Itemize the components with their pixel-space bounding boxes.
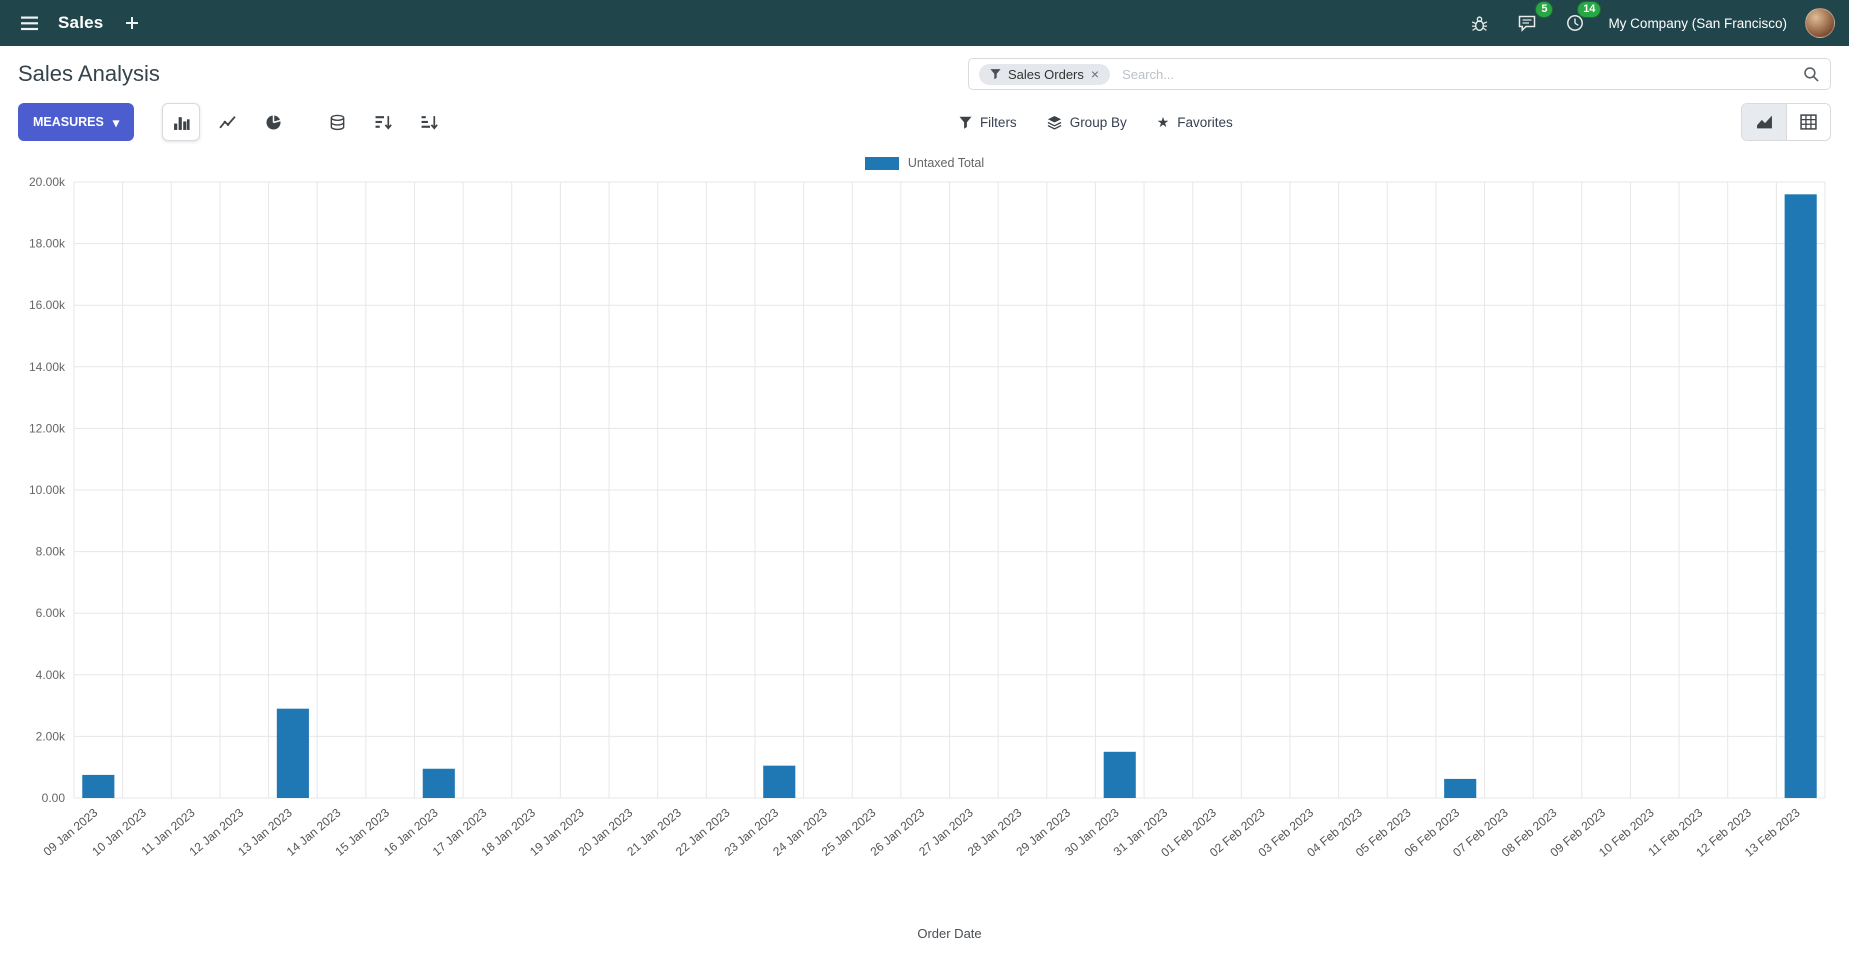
navbar-right: 5 14 My Company (San Francisco) [1464,1,1835,38]
chart-bar[interactable] [1444,778,1477,798]
favorites-button[interactable]: ★ Favorites [1157,115,1233,130]
x-axis-title: Order Date [917,926,981,941]
stacked-database-icon [330,114,344,130]
company-switcher[interactable]: My Company (San Francisco) [1608,15,1787,31]
group-by-layers-icon [1047,115,1062,130]
chat-bubble-icon [1519,15,1536,32]
activities-count-badge: 14 [1577,1,1602,18]
new-window-plus-icon[interactable] [117,8,147,38]
control-panel-row-2: MEASURES ▾ [18,102,1831,142]
debug-bug-icon[interactable] [1464,8,1494,38]
bug-icon [1471,15,1488,31]
y-axis-tick-label: 8.00k [36,545,66,559]
top-navbar: Sales 5 [0,0,1849,46]
sort-descending-button[interactable] [364,103,402,141]
pie-chart-icon [266,114,281,130]
y-axis-tick-label: 2.00k [36,729,66,743]
apps-menu-icon[interactable] [14,8,44,38]
search-options-cluster: Filters Group By ★ Favorites [959,115,1233,130]
filters-funnel-icon [959,116,972,129]
chart-bar[interactable] [1103,751,1136,798]
control-panel-row-1: Sales Analysis Sales Orders × [18,58,1831,90]
messages-button[interactable]: 5 [1512,1,1554,38]
y-axis-tick-label: 6.00k [36,606,66,620]
search-magnifier-icon[interactable] [1803,66,1820,83]
favorites-star-icon: ★ [1156,114,1170,130]
messages-count-badge: 5 [1535,1,1554,18]
y-axis-tick-label: 14.00k [29,360,66,374]
chart-legend: Untaxed Total [16,156,1833,170]
y-axis-tick-label: 18.00k [29,237,66,251]
measures-button[interactable]: MEASURES ▾ [18,103,135,141]
y-axis-tick-label: 4.00k [36,668,66,682]
hamburger-icon [20,16,38,30]
pie-chart-button[interactable] [254,103,292,141]
sort-desc-icon [375,115,392,130]
measures-label: MEASURES [33,115,104,129]
filters-button[interactable]: Filters [959,115,1017,130]
line-chart-button[interactable] [208,103,246,141]
view-switcher [1741,103,1831,141]
chart-bar[interactable] [82,774,115,798]
user-avatar[interactable] [1805,8,1835,38]
filters-label: Filters [979,114,1017,130]
control-panel: Sales Analysis Sales Orders × MEASURES ▾ [0,46,1849,150]
y-axis-tick-label: 10.00k [29,483,66,497]
y-axis-tick-label: 16.00k [29,298,66,312]
group-by-label: Group By [1069,114,1127,130]
filter-funnel-icon [990,69,1001,80]
activities-button[interactable]: 14 [1560,1,1602,38]
bar-chart-icon [173,116,190,130]
app-name[interactable]: Sales [58,13,104,32]
sort-asc-icon [421,115,438,130]
pivot-view-button[interactable] [1786,104,1830,140]
y-axis-tick-label: 0.00 [42,791,66,805]
search-bar[interactable]: Sales Orders × [968,58,1831,90]
legend-label: Untaxed Total [907,156,985,170]
group-by-button[interactable]: Group By [1047,115,1127,130]
facet-remove-icon[interactable]: × [1090,66,1100,82]
line-chart-icon [218,115,236,128]
search-input[interactable] [1120,65,1793,83]
plus-icon [126,17,139,29]
search-facet-label: Sales Orders [1008,66,1084,82]
clock-icon [1567,15,1584,31]
bar-chart-button[interactable] [162,103,201,141]
stacked-toggle-button[interactable] [318,103,356,141]
favorites-label: Favorites [1177,114,1233,130]
sales-analysis-bar-chart: 0.00 2.00k 4.00k 6.00k 8.00k 10.00k 12.00k 14.0… [29,175,1826,941]
y-axis-tick-label: 12.00k [29,421,66,435]
area-chart-icon [1756,115,1772,129]
sort-ascending-button[interactable] [410,103,448,141]
search-facet-sales-orders[interactable]: Sales Orders × [979,63,1111,85]
page-title: Sales Analysis [18,61,160,86]
pivot-table-icon [1800,114,1817,130]
caret-down-icon: ▾ [112,115,120,130]
chart-bar[interactable] [422,768,455,798]
chart-section: Untaxed Total 0.00 2.00k 4.00k 6.00k 8.00k 10… [0,156,1849,950]
y-axis-tick-label: 20.00k [29,175,66,189]
chart-bar[interactable] [1784,194,1817,798]
graph-view-button[interactable] [1742,104,1786,140]
legend-swatch [864,156,899,170]
chart-bar[interactable] [763,765,796,798]
chart-bar[interactable] [276,708,309,798]
chart-type-group [162,103,448,141]
